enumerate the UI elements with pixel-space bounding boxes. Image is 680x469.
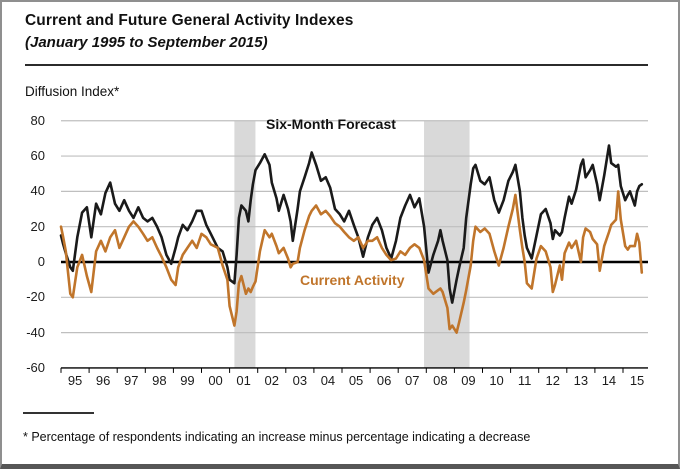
- y-tick-label: 0: [37, 254, 45, 269]
- x-tick-label: 15: [629, 373, 645, 388]
- footnote-divider: [23, 412, 94, 414]
- x-tick-label: 06: [376, 373, 392, 388]
- x-tick-label: 00: [208, 373, 223, 388]
- y-tick-label: 40: [30, 183, 45, 199]
- x-tick-label: 09: [461, 373, 476, 388]
- y-tick-label: 60: [30, 148, 45, 164]
- x-tick-label: 14: [601, 373, 617, 388]
- x-tick-label: 11: [517, 373, 532, 388]
- x-tick-label: 08: [433, 373, 448, 388]
- chart-title: Current and Future General Activity Inde…: [25, 12, 354, 29]
- chart-subtitle: (January 1995 to September 2015): [25, 34, 268, 51]
- x-tick-label: 05: [348, 373, 364, 388]
- x-tick-label: 07: [405, 373, 420, 388]
- x-tick-label: 98: [152, 373, 167, 388]
- series-line-current: [59, 190, 644, 334]
- series-label-current: Current Activity: [300, 272, 405, 288]
- x-tick-label: 02: [264, 373, 279, 388]
- y-tick-label: -40: [26, 324, 45, 340]
- y-tick-label: -60: [26, 359, 45, 375]
- y-tick-label: 80: [30, 112, 45, 128]
- x-tick-label: 12: [545, 373, 560, 388]
- recession-band: [424, 120, 470, 368]
- x-tick-label: 10: [489, 373, 504, 388]
- x-tick-label: 95: [67, 373, 83, 388]
- series-line-forecast: [59, 144, 644, 304]
- y-axis-title: Diffusion Index*: [25, 84, 120, 99]
- x-tick-label: 04: [320, 373, 336, 388]
- recession-band: [234, 120, 256, 368]
- x-tick-label: 01: [236, 373, 251, 388]
- x-tick-label: 97: [124, 373, 139, 388]
- x-tick-label: 99: [180, 373, 195, 388]
- x-tick-label: 03: [292, 373, 308, 388]
- y-tick-label: -20: [26, 289, 45, 305]
- title-divider: [25, 64, 648, 66]
- y-tick-label: 20: [30, 218, 45, 234]
- footnote-text: * Percentage of respondents indicating a…: [23, 430, 531, 444]
- series-label-forecast: Six-Month Forecast: [266, 116, 396, 132]
- x-tick-label: 13: [573, 373, 589, 388]
- x-tick-label: 96: [95, 373, 111, 388]
